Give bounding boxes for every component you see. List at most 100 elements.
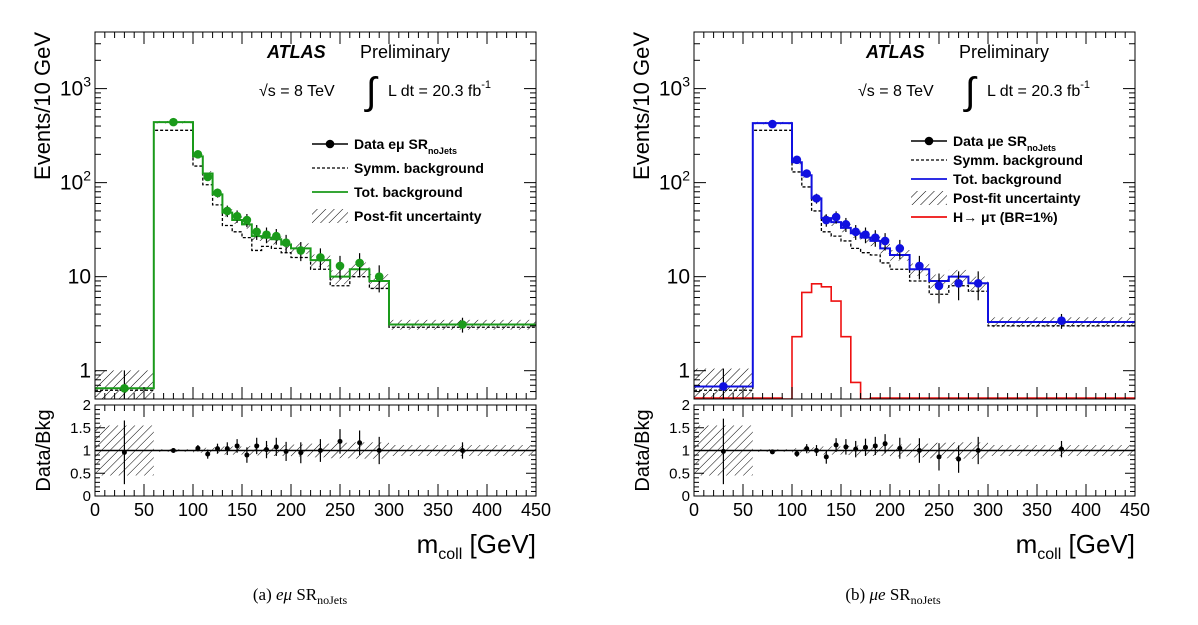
ratio-point — [264, 447, 269, 453]
x-tick-label: 300 — [973, 500, 1003, 520]
ratio-point — [975, 448, 981, 453]
symm-background-line — [694, 129, 1135, 391]
data-point — [355, 258, 364, 268]
data-point — [768, 119, 777, 129]
y-tick-label: 1 — [79, 360, 91, 383]
data-point — [915, 261, 924, 271]
luminosity-label: L dt = 20.3 fb-1 — [388, 79, 491, 100]
ratio-point — [823, 454, 829, 460]
x-tick-label: 50 — [733, 500, 753, 520]
panel-caption: (a) eμ SRnoJets — [253, 585, 348, 607]
data-point — [281, 238, 291, 247]
legend-data-marker — [924, 136, 934, 146]
data-point — [203, 172, 212, 182]
ratio-pad-content — [694, 418, 1135, 485]
y-axis-label: Events/10 GeV — [629, 32, 654, 180]
ratio-point — [794, 451, 800, 457]
data-point — [213, 188, 222, 198]
x-tick-label: 400 — [472, 500, 502, 520]
legend-uncertainty-swatch — [312, 209, 348, 223]
data-point — [719, 382, 728, 391]
x-tick-label: 350 — [423, 500, 453, 520]
data-point — [262, 230, 271, 239]
ratio-y-tick-label: 0.5 — [70, 465, 91, 482]
integral-sign: ∫ — [963, 71, 978, 113]
ratio-point — [814, 448, 819, 453]
ratio-y-tick-label: 2 — [682, 397, 690, 414]
data-point — [954, 279, 963, 288]
atlas-label: ATLAS — [266, 42, 326, 62]
ratio-point — [215, 446, 220, 452]
ratio-point — [298, 450, 304, 456]
ratio-point — [273, 444, 279, 450]
legend-label: Symm. background — [354, 160, 484, 176]
y-tick-label: 1 — [678, 360, 690, 383]
ratio-point — [1059, 446, 1064, 452]
panel-a: 1 10 102 103 Events/10 GeV ATLAS Preliminary √s… — [0, 0, 599, 620]
ratio-point — [916, 448, 922, 453]
ratio-point — [863, 444, 868, 450]
legend-data-marker — [325, 139, 335, 149]
data-point — [880, 236, 890, 246]
ratio-y-tick-label: 0 — [682, 488, 690, 505]
ratio-pad-content — [95, 420, 536, 485]
data-point — [296, 246, 306, 255]
data-point — [193, 150, 203, 159]
x-tick-label: 250 — [325, 500, 355, 520]
ratio-y-tick-label: 0.5 — [669, 465, 690, 482]
ratio-point — [317, 448, 323, 453]
y-axis-label: Events/10 GeV — [30, 32, 55, 180]
signal-histogram-line — [694, 282, 1135, 399]
legend-label: Data eμ SRnoJets — [354, 136, 457, 156]
ratio-point — [956, 456, 962, 462]
panel-caption: (b) μe SRnoJets — [845, 585, 941, 607]
data-point — [223, 206, 232, 216]
ratio-point — [882, 441, 888, 447]
data-point — [120, 383, 129, 393]
ratio-point — [833, 442, 839, 448]
x-tick-label: 100 — [777, 500, 807, 520]
ratio-point — [804, 446, 810, 452]
ratio-y-axis-label: Data/Bkg — [632, 409, 654, 491]
data-point — [792, 155, 802, 165]
y-tick-label: 102 — [659, 168, 690, 195]
x-tick-label: 400 — [1071, 500, 1101, 520]
ratio-y-tick-label: 2 — [83, 397, 91, 414]
ratio-y-tick-label: 1 — [682, 443, 690, 460]
ratio-point — [205, 451, 211, 457]
x-tick-label: 0 — [689, 500, 699, 520]
data-point — [934, 281, 944, 291]
ratio-point — [843, 444, 849, 450]
x-tick-label: 150 — [227, 500, 257, 520]
data-point — [812, 194, 821, 203]
data-point — [1057, 316, 1066, 326]
x-tick-label: 50 — [134, 500, 154, 520]
y-tick-label: 10 — [68, 266, 91, 289]
data-point — [895, 244, 905, 253]
integral-sign: ∫ — [364, 71, 379, 113]
data-point — [871, 233, 880, 242]
y-tick-label: 102 — [60, 168, 91, 195]
ratio-point — [244, 452, 250, 458]
x-tick-label: 100 — [178, 500, 208, 520]
data-point — [802, 169, 811, 178]
ratio-y-tick-label: 1 — [83, 443, 91, 460]
preliminary-label: Preliminary — [959, 42, 1049, 62]
data-point — [861, 230, 870, 239]
ratio-point — [254, 443, 260, 449]
ratio-point — [337, 438, 343, 444]
ratio-point — [357, 440, 363, 446]
data-point — [272, 231, 281, 241]
preliminary-label: Preliminary — [360, 42, 450, 62]
upper-pad-content — [95, 117, 536, 399]
ratio-y-axis-label: Data/Bkg — [33, 409, 55, 491]
data-point — [242, 215, 252, 225]
x-tick-label: 300 — [374, 500, 404, 520]
y-tick-label: 103 — [60, 74, 91, 101]
ratio-point — [872, 443, 878, 449]
legend-label: H→ μτ (BR=1%) — [953, 209, 1058, 225]
ratio-point — [170, 448, 176, 453]
data-point — [252, 227, 261, 237]
ratio-point — [121, 449, 127, 455]
